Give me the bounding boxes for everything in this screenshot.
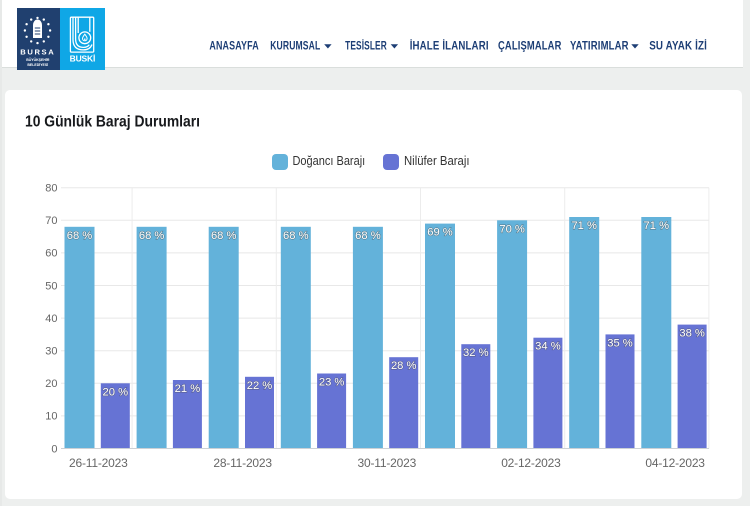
svg-text:40: 40	[45, 313, 57, 325]
svg-text:68 %: 68 %	[67, 230, 93, 242]
svg-text:68 %: 68 %	[283, 230, 309, 242]
svg-text:30-11-2023: 30-11-2023	[358, 456, 417, 470]
svg-text:02-12-2023: 02-12-2023	[501, 456, 561, 470]
svg-text:38 %: 38 %	[679, 328, 705, 340]
svg-text:28-11-2023: 28-11-2023	[213, 456, 272, 470]
svg-text:BELEDİYESİ: BELEDİYESİ	[27, 63, 48, 67]
svg-text:Nilüfer Barajı: Nilüfer Barajı	[404, 153, 470, 168]
svg-text:69 %: 69 %	[427, 227, 453, 239]
svg-text:22 %: 22 %	[247, 380, 273, 392]
svg-text:KURUMSAL: KURUMSAL	[270, 39, 320, 53]
svg-text:YATIRIMLAR: YATIRIMLAR	[570, 39, 629, 53]
svg-text:21 %: 21 %	[175, 383, 201, 395]
svg-text:60: 60	[45, 248, 57, 260]
svg-text:28 %: 28 %	[391, 360, 417, 372]
svg-text:10 Günlük Baraj Durumları: 10 Günlük Baraj Durumları	[25, 114, 200, 131]
svg-text:71 %: 71 %	[644, 220, 670, 232]
svg-text:30: 30	[45, 346, 57, 358]
svg-text:TESİSLER: TESİSLER	[345, 38, 387, 53]
svg-text:ÇALIŞMALAR: ÇALIŞMALAR	[498, 39, 562, 53]
svg-text:BÜYÜKŞEHİR: BÜYÜKŞEHİR	[26, 58, 50, 62]
svg-text:0: 0	[51, 443, 57, 455]
svg-text:70 %: 70 %	[499, 223, 525, 235]
svg-text:İHALE İLANLARI: İHALE İLANLARI	[410, 38, 489, 53]
svg-text:04-12-2023: 04-12-2023	[645, 456, 705, 470]
svg-text:20: 20	[45, 378, 57, 390]
svg-text:BUSKİ: BUSKİ	[70, 54, 95, 64]
svg-text:23 %: 23 %	[319, 377, 345, 389]
svg-text:20 %: 20 %	[103, 386, 129, 398]
svg-text:71 %: 71 %	[571, 220, 597, 232]
svg-text:10: 10	[45, 411, 57, 423]
svg-text:35 %: 35 %	[607, 337, 633, 349]
svg-text:50: 50	[45, 280, 57, 292]
svg-text:80: 80	[45, 183, 57, 195]
svg-text:68 %: 68 %	[355, 230, 381, 242]
svg-text:68 %: 68 %	[211, 230, 237, 242]
svg-text:26-11-2023: 26-11-2023	[69, 456, 128, 470]
svg-text:BURSA: BURSA	[20, 48, 55, 57]
svg-text:ANASAYFA: ANASAYFA	[209, 39, 258, 53]
svg-text:34 %: 34 %	[535, 341, 561, 353]
svg-text:68 %: 68 %	[139, 230, 165, 242]
svg-text:SU AYAK İZİ: SU AYAK İZİ	[649, 38, 707, 53]
svg-text:32 %: 32 %	[463, 347, 489, 359]
svg-text:Doğancı Barajı: Doğancı Barajı	[293, 153, 366, 168]
svg-text:70: 70	[45, 215, 57, 227]
